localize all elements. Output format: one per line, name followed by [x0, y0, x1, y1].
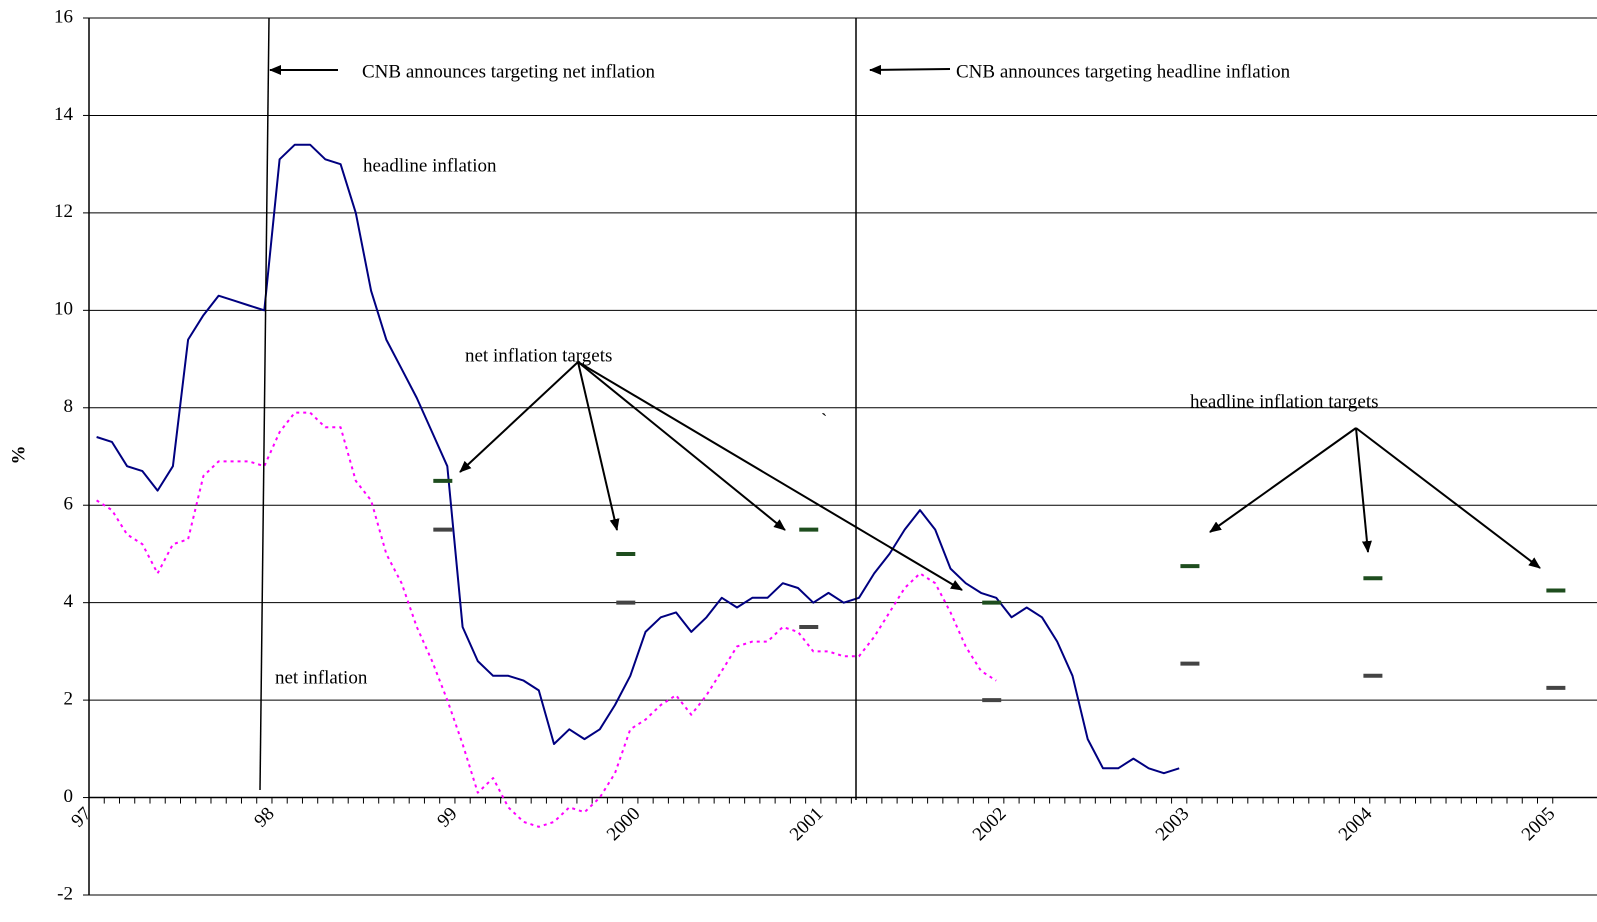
- y-tick-label: 8: [64, 396, 74, 417]
- y-axis-label: %: [8, 446, 29, 465]
- y-tick-label: 2: [64, 688, 74, 709]
- event-line: [259, 17, 270, 791]
- series-line: [96, 411, 997, 828]
- annotation: headline inflation targets: [1190, 391, 1379, 412]
- x-tick-label: 2000: [603, 803, 645, 845]
- y-tick-label: 10: [54, 299, 73, 320]
- series-label: net inflation: [275, 667, 368, 688]
- series-line: [96, 143, 1180, 775]
- y-tick-label: 4: [64, 591, 74, 612]
- annotation: `: [821, 410, 827, 431]
- y-tick-label: 14: [54, 104, 74, 125]
- annotation: net inflation targets: [465, 345, 612, 366]
- arrow: [869, 64, 951, 75]
- x-tick-label: 2004: [1335, 803, 1377, 845]
- x-tick-label: 2002: [969, 803, 1011, 845]
- arrow: [577, 361, 620, 531]
- grid: -2 0 2 4 6 8 10 12 14 16 97 98 99 2000 2001 2002 2003 200…: [54, 6, 1597, 904]
- arrow: [577, 361, 963, 591]
- arrow: [1209, 427, 1357, 533]
- x-tick-label: 2003: [1152, 803, 1194, 845]
- x-tick-label: 2001: [786, 803, 828, 845]
- y-tick-label: -2: [57, 883, 73, 904]
- x-tick-label: 97: [67, 803, 95, 831]
- y-tick-label: 16: [54, 6, 73, 27]
- y-tick-label: 0: [64, 786, 74, 807]
- x-tick-label: 99: [433, 803, 461, 831]
- arrow: [1355, 427, 1372, 553]
- marks: [96, 143, 1566, 828]
- y-tick-label: 12: [54, 201, 73, 222]
- annotation: CNB announces targeting headline inflati…: [956, 61, 1291, 82]
- annotation: CNB announces targeting net inflation: [362, 61, 656, 82]
- arrow: [577, 361, 786, 531]
- x-tick-label: 98: [250, 803, 278, 831]
- arrow: [459, 361, 579, 473]
- annotations: CNB announces targeting net inflation CN…: [8, 17, 1541, 800]
- series-label: headline inflation: [363, 155, 497, 176]
- y-tick-label: 6: [64, 494, 74, 515]
- x-tick-label: 2005: [1518, 803, 1560, 845]
- arrow: [1355, 427, 1541, 569]
